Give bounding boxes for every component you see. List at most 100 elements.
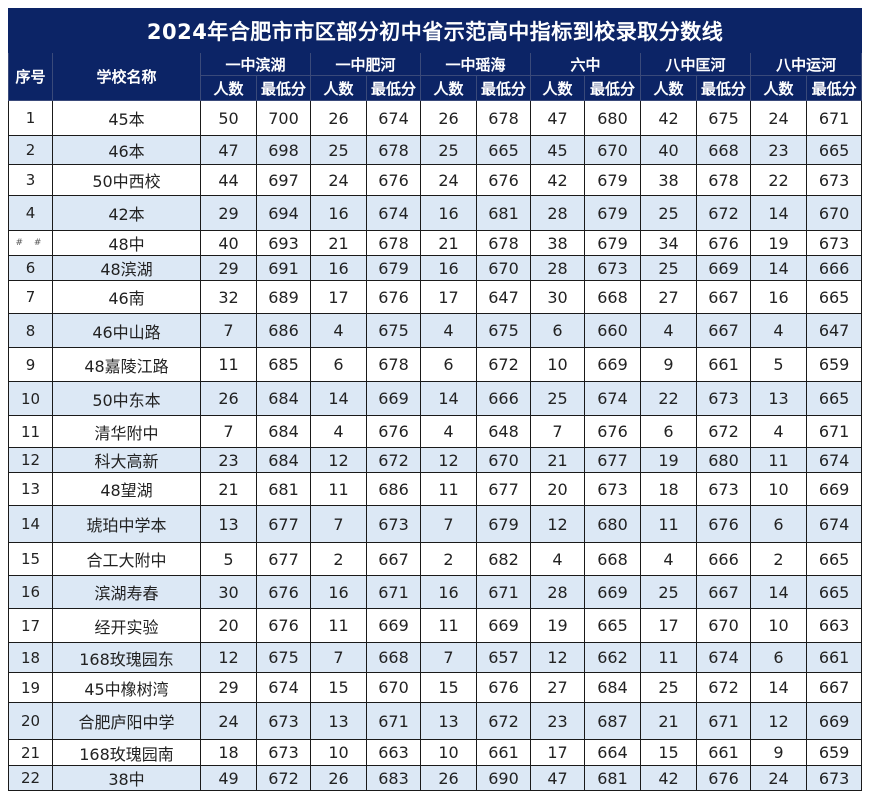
count-cell: 25: [310, 135, 367, 165]
count-cell: 28: [530, 255, 585, 281]
min-score-cell: 684: [256, 381, 311, 416]
school-name: 琥珀中学本: [52, 505, 201, 543]
min-score-cell: 670: [584, 135, 641, 165]
count-cell: 7: [310, 642, 367, 673]
count-cell: 4: [640, 542, 697, 576]
count-cell: 47: [200, 135, 257, 165]
min-score-cell: 673: [256, 739, 311, 766]
min-score-cell: 677: [256, 542, 311, 576]
table-row: 16 滨湖寿春 30 676 16 671 16 671 28 669 25 667 14 665: [8, 575, 863, 609]
count-cell: 13: [200, 505, 257, 543]
count-cell: 47: [530, 100, 585, 136]
school-name: 46本: [52, 135, 201, 165]
row-index: 8: [8, 313, 53, 348]
min-score-cell: 678: [476, 100, 531, 136]
min-score-cell: 698: [256, 135, 311, 165]
table-row: 17 经开实验 20 676 11 669 11 669 19 665 17 670 10 663: [8, 608, 863, 643]
min-score-cell: 648: [476, 415, 531, 448]
count-cell: 19: [530, 608, 585, 643]
row-index: 17: [8, 608, 53, 643]
row-index: 6: [8, 255, 53, 281]
count-cell: 29: [200, 195, 257, 231]
min-score-cell: 669: [584, 575, 641, 609]
count-cell: 17: [530, 739, 585, 766]
min-score-cell: 665: [805, 381, 863, 416]
count-cell: 6: [750, 505, 807, 543]
header-group-bazhong-yunhe: 八中运河: [749, 52, 863, 76]
count-cell: 25: [420, 135, 477, 165]
count-cell: 16: [310, 575, 367, 609]
count-cell: 27: [530, 672, 585, 703]
score-table-container: 2024年合肥市市区部分初中省示范高中指标到校录取分数线 序号 学校名称 一中滨…: [7, 8, 863, 791]
min-score-cell: 675: [366, 313, 421, 348]
min-score-cell: 679: [584, 195, 641, 231]
min-score-cell: 678: [476, 230, 531, 256]
count-cell: 9: [640, 347, 697, 382]
count-cell: 19: [750, 230, 807, 256]
count-cell: 32: [200, 280, 257, 314]
min-score-cell: 674: [584, 381, 641, 416]
count-cell: 18: [640, 472, 697, 506]
count-cell: 12: [750, 702, 807, 740]
min-score-cell: 669: [696, 255, 751, 281]
min-score-cell: 675: [476, 313, 531, 348]
min-score-cell: 672: [366, 447, 421, 473]
count-cell: 6: [310, 347, 367, 382]
count-cell: 7: [200, 415, 257, 448]
school-name: 48嘉陵江路: [52, 347, 201, 382]
min-score-cell: 663: [366, 739, 421, 766]
min-score-cell: 671: [805, 415, 863, 448]
row-index: 22: [8, 765, 53, 791]
min-score-cell: 687: [584, 702, 641, 740]
min-score-cell: 666: [696, 542, 751, 576]
count-cell: 4: [750, 313, 807, 348]
header-min-score: 最低分: [476, 75, 531, 101]
count-cell: 22: [750, 164, 807, 196]
count-cell: 21: [310, 230, 367, 256]
count-cell: 22: [640, 381, 697, 416]
header-group-yizhong-feihe: 一中肥河: [310, 52, 421, 76]
count-cell: 40: [640, 135, 697, 165]
count-cell: 24: [420, 164, 477, 196]
school-name: 42本: [52, 195, 201, 231]
count-cell: 16: [420, 195, 477, 231]
count-cell: 16: [310, 255, 367, 281]
school-name: 46中山路: [52, 313, 201, 348]
school-name: 合肥庐阳中学: [52, 702, 201, 740]
count-cell: 23: [530, 702, 585, 740]
count-cell: 10: [420, 739, 477, 766]
count-cell: 10: [750, 472, 807, 506]
count-cell: 20: [530, 472, 585, 506]
count-cell: 16: [420, 255, 477, 281]
count-cell: 30: [530, 280, 585, 314]
school-name: 45本: [52, 100, 201, 136]
table-row: 10 50中东本 26 684 14 669 14 666 25 674 22 673 13 665: [8, 381, 863, 416]
count-cell: 12: [420, 447, 477, 473]
min-score-cell: 647: [476, 280, 531, 314]
count-cell: 24: [750, 100, 807, 136]
min-score-cell: 686: [366, 472, 421, 506]
count-cell: 34: [640, 230, 697, 256]
row-index: 4: [8, 195, 53, 231]
school-name: 滨湖寿春: [52, 575, 201, 609]
count-cell: 10: [530, 347, 585, 382]
min-score-cell: 665: [584, 608, 641, 643]
count-cell: 17: [420, 280, 477, 314]
school-name: 168玫瑰园南: [52, 739, 201, 766]
row-index: 9: [8, 347, 53, 382]
header-min-score: 最低分: [805, 75, 863, 101]
school-name: 46南: [52, 280, 201, 314]
count-cell: 28: [530, 195, 585, 231]
min-score-cell: 665: [476, 135, 531, 165]
min-score-cell: 675: [256, 642, 311, 673]
min-score-cell: 660: [584, 313, 641, 348]
header-count: 人数: [640, 75, 697, 101]
min-score-cell: 668: [366, 642, 421, 673]
count-cell: 11: [640, 642, 697, 673]
min-score-cell: 690: [476, 765, 531, 791]
count-cell: 19: [640, 447, 697, 473]
count-cell: 21: [200, 472, 257, 506]
table-row: 3 50中西校 44 697 24 676 24 676 42 679 38 678 22 673: [8, 164, 863, 196]
min-score-cell: 674: [805, 447, 863, 473]
table-row: 9 48嘉陵江路 11 685 6 678 6 672 10 669 9 661 5 659: [8, 347, 863, 382]
